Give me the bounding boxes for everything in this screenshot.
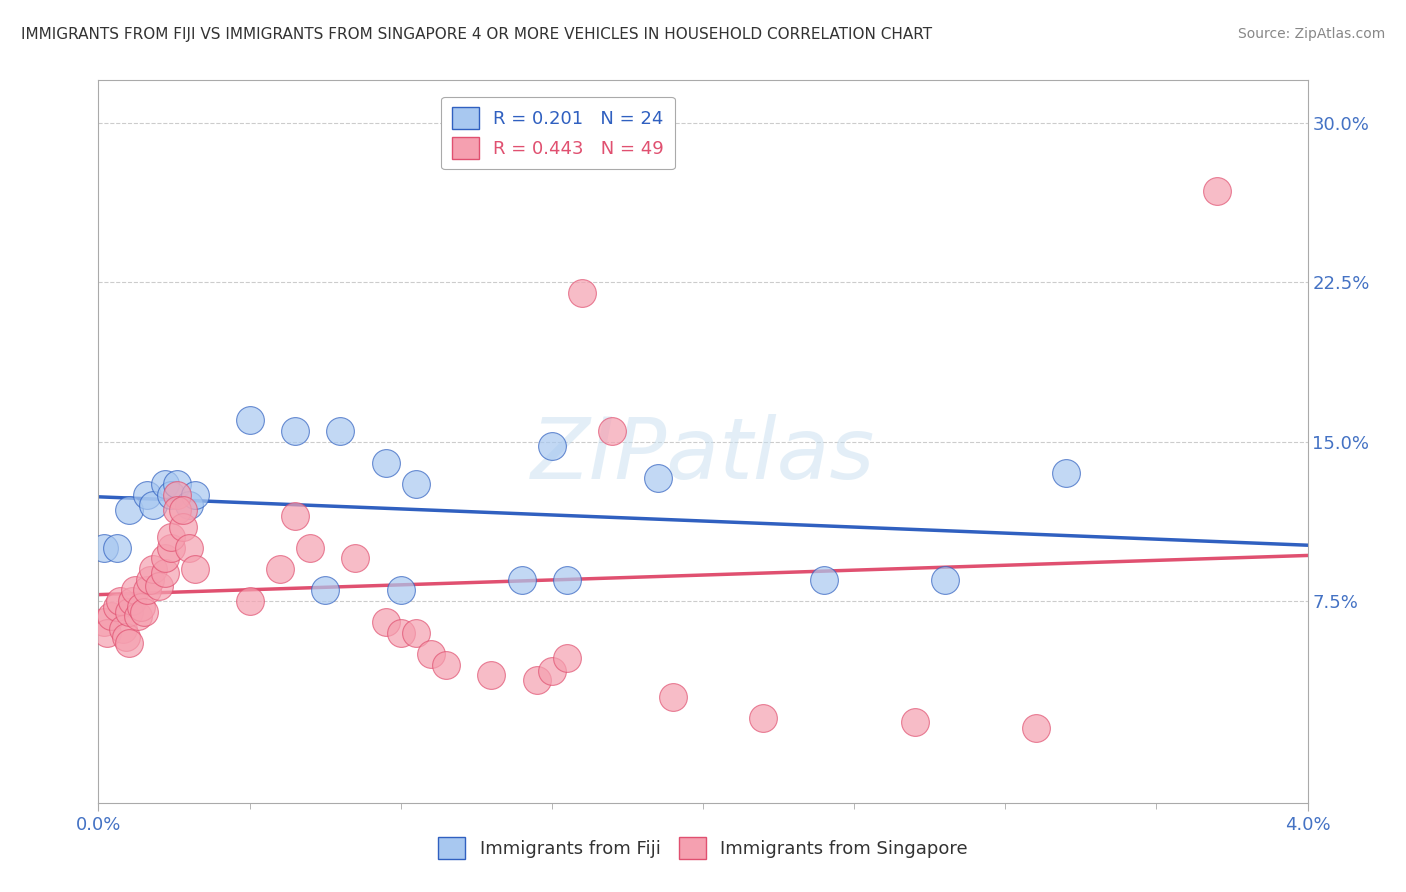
Point [329, 424, 352, 438]
Point [1054, 467, 1077, 481]
Point [166, 477, 188, 491]
Point [160, 530, 183, 544]
Point [153, 551, 176, 566]
Point [179, 498, 201, 512]
Point [100, 608, 122, 623]
Point [389, 583, 412, 598]
Point [540, 439, 562, 453]
Point [184, 488, 207, 502]
Point [142, 562, 165, 576]
Point [389, 625, 412, 640]
Point [555, 573, 578, 587]
Point [118, 502, 141, 516]
Point [904, 714, 927, 729]
Point [160, 541, 183, 555]
Point [314, 583, 336, 598]
Point [93, 541, 115, 555]
Point [1206, 184, 1229, 198]
Point [172, 519, 194, 533]
Legend: Immigrants from Fiji, Immigrants from Singapore: Immigrants from Fiji, Immigrants from Si… [432, 830, 974, 866]
Point [135, 488, 157, 502]
Point [344, 551, 367, 566]
Point [299, 541, 322, 555]
Point [555, 651, 578, 665]
Point [934, 573, 956, 587]
Point [179, 541, 201, 555]
Point [813, 573, 835, 587]
Point [571, 285, 593, 300]
Text: IMMIGRANTS FROM FIJI VS IMMIGRANTS FROM SINGAPORE 4 OR MORE VEHICLES IN HOUSEHOL: IMMIGRANTS FROM FIJI VS IMMIGRANTS FROM … [21, 27, 932, 42]
Point [647, 471, 669, 485]
Point [121, 594, 143, 608]
Point [148, 579, 170, 593]
Point [284, 424, 307, 438]
Point [284, 508, 307, 523]
Point [166, 488, 188, 502]
Point [135, 583, 157, 598]
Point [239, 413, 262, 427]
Point [405, 625, 427, 640]
Point [153, 566, 176, 581]
Point [239, 594, 262, 608]
Point [105, 600, 128, 615]
Point [129, 600, 152, 615]
Point [434, 657, 457, 672]
Point [111, 622, 134, 636]
Point [540, 664, 562, 678]
Point [93, 615, 115, 630]
Point [374, 456, 396, 470]
Point [405, 477, 427, 491]
Point [510, 573, 533, 587]
Point [160, 488, 183, 502]
Point [420, 647, 443, 661]
Point [118, 636, 141, 650]
Point [139, 573, 162, 587]
Point [526, 673, 548, 687]
Point [127, 608, 149, 623]
Point [108, 594, 131, 608]
Point [96, 625, 118, 640]
Point [166, 502, 188, 516]
Point [374, 615, 396, 630]
Point [184, 562, 207, 576]
Point [132, 605, 155, 619]
Point [153, 477, 176, 491]
Point [118, 605, 141, 619]
Text: ZIPatlas: ZIPatlas [531, 415, 875, 498]
Point [172, 502, 194, 516]
Point [481, 668, 503, 682]
Point [142, 498, 165, 512]
Point [661, 690, 683, 704]
Point [269, 562, 291, 576]
Point [602, 424, 624, 438]
Point [114, 630, 136, 644]
Point [1025, 722, 1047, 736]
Point [124, 583, 146, 598]
Point [105, 541, 128, 555]
Point [752, 711, 775, 725]
Text: Source: ZipAtlas.com: Source: ZipAtlas.com [1237, 27, 1385, 41]
